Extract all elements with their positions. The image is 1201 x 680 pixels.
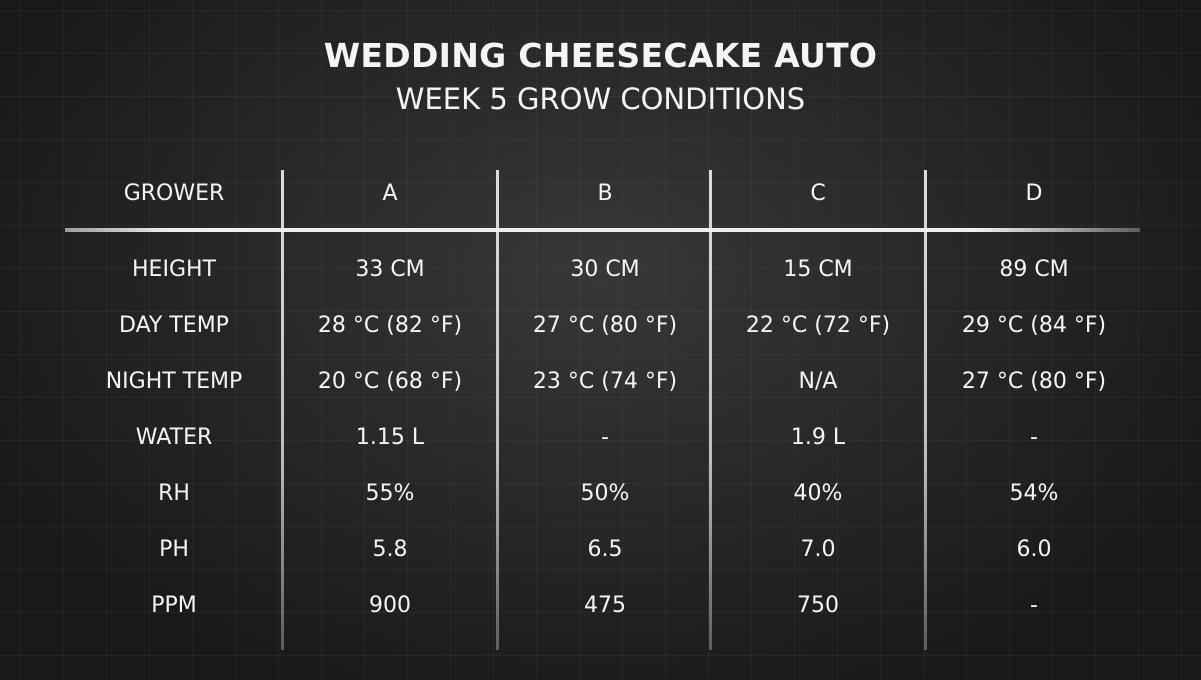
- column-header: A: [382, 181, 398, 206]
- column-header: GROWER: [123, 181, 225, 206]
- column-header: C: [810, 181, 826, 206]
- table-cell: 27 °C (80 °F): [961, 369, 1107, 394]
- table-cell: 54%: [1009, 481, 1059, 506]
- table-cell: 40%: [793, 481, 843, 506]
- column-header: B: [597, 181, 613, 206]
- row-label: DAY TEMP: [119, 313, 229, 338]
- row-label: PH: [159, 537, 189, 562]
- table-cell: 22 °C (72 °F): [745, 313, 891, 338]
- column-divider: [281, 170, 284, 650]
- table-cell: 475: [584, 593, 626, 618]
- column-divider: [709, 170, 712, 650]
- column-divider: [924, 170, 927, 650]
- row-label: RH: [158, 481, 190, 506]
- table-cell: 89 CM: [999, 257, 1069, 282]
- page-subtitle: WEEK 5 GROW CONDITIONS: [395, 82, 806, 116]
- row-label: PPM: [151, 593, 197, 618]
- table-cell: -: [1030, 593, 1038, 618]
- column-header: D: [1025, 181, 1043, 206]
- table-cell: -: [1030, 425, 1038, 450]
- table-cell: 20 °C (68 °F): [317, 369, 463, 394]
- table-cell: 33 CM: [355, 257, 425, 282]
- table-cell: 50%: [580, 481, 630, 506]
- table-cell: 29 °C (84 °F): [961, 313, 1107, 338]
- table-cell: 6.5: [587, 537, 623, 562]
- table-cell: 55%: [365, 481, 415, 506]
- page-title: WEDDING CHEESECAKE AUTO: [323, 36, 878, 75]
- table-cell: 23 °C (74 °F): [532, 369, 678, 394]
- table-cell: 30 CM: [570, 257, 640, 282]
- table-cell: 6.0: [1016, 537, 1052, 562]
- row-label: HEIGHT: [132, 257, 216, 282]
- table-cell: 7.0: [800, 537, 836, 562]
- row-label: NIGHT TEMP: [105, 369, 243, 394]
- column-divider: [496, 170, 499, 650]
- table-cell: -: [601, 425, 609, 450]
- table-cell: 28 °C (82 °F): [317, 313, 463, 338]
- row-label: WATER: [135, 425, 213, 450]
- table-cell: 1.9 L: [790, 425, 846, 450]
- table-cell: 1.15 L: [355, 425, 425, 450]
- table-cell: 750: [797, 593, 839, 618]
- table-cell: 5.8: [372, 537, 408, 562]
- table-cell: 27 °C (80 °F): [532, 313, 678, 338]
- header-divider: [65, 228, 1140, 232]
- table-cell: 900: [369, 593, 411, 618]
- table-cell: N/A: [798, 369, 838, 394]
- table-cell: 15 CM: [783, 257, 853, 282]
